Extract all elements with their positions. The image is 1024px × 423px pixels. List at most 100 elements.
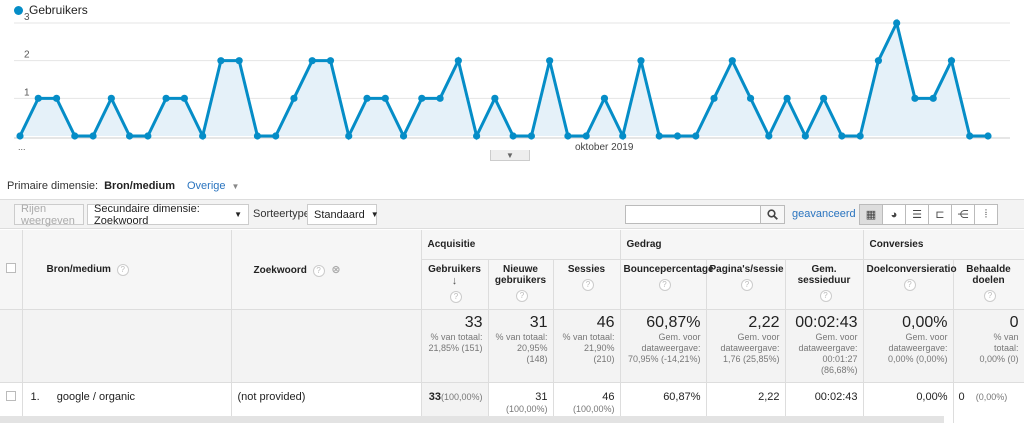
secondary-dimension-select[interactable]: Secundaire dimensie: Zoekwoord ▼: [87, 203, 249, 227]
horizontal-scrollbar[interactable]: [0, 416, 944, 423]
header-source-medium[interactable]: Bron/medium ?: [22, 230, 232, 310]
total-goals: 0 % van totaal: 0,00% (0): [953, 309, 1024, 383]
help-icon[interactable]: ?: [516, 290, 528, 302]
data-point[interactable]: [125, 132, 134, 140]
data-point[interactable]: [71, 132, 79, 140]
view-switcher: ▦ ◕ ☰ ⊏ ⋲ ⦙: [859, 204, 998, 225]
row-checkbox[interactable]: [5, 391, 16, 401]
help-icon[interactable]: ?: [582, 279, 594, 291]
data-point[interactable]: [454, 57, 462, 65]
data-point[interactable]: [326, 57, 335, 65]
header-bounce[interactable]: Bouncepercentage ?: [620, 259, 714, 310]
header-pages[interactable]: Pagina's/sessie ?: [706, 259, 786, 310]
data-point[interactable]: [600, 94, 609, 102]
help-icon[interactable]: ?: [312, 264, 325, 277]
performance-view-icon[interactable]: ☰: [905, 204, 929, 225]
remove-dimension-icon[interactable]: ⊗: [331, 263, 341, 276]
header-users[interactable]: Gebruikers ↓ ?: [421, 259, 489, 310]
data-point[interactable]: [473, 132, 481, 140]
data-point[interactable]: [856, 132, 864, 140]
data-point[interactable]: [107, 94, 115, 102]
data-point[interactable]: [52, 94, 61, 102]
data-point[interactable]: [418, 94, 426, 102]
data-point[interactable]: [345, 132, 353, 140]
data-point[interactable]: [272, 132, 280, 140]
header-goals[interactable]: Behaalde doelen ?: [953, 259, 1024, 310]
data-point[interactable]: [144, 132, 152, 140]
data-point[interactable]: [399, 132, 408, 140]
advanced-filter-link[interactable]: geavanceerd: [792, 208, 856, 220]
data-point[interactable]: [966, 132, 974, 140]
comparison-view-icon[interactable]: ⊏: [928, 204, 952, 225]
help-icon[interactable]: ?: [903, 279, 916, 291]
data-point[interactable]: [783, 94, 791, 102]
data-point[interactable]: [491, 94, 499, 102]
data-point[interactable]: [692, 132, 700, 140]
data-point[interactable]: [765, 132, 773, 140]
primary-dimension-other-link[interactable]: Overige: [187, 180, 226, 192]
data-point[interactable]: [235, 57, 243, 65]
data-point[interactable]: [199, 132, 207, 140]
header-duration[interactable]: Gem. sessieduur ?: [785, 259, 864, 310]
data-point[interactable]: [582, 132, 590, 140]
data-point[interactable]: [527, 132, 535, 140]
search-button[interactable]: [761, 205, 785, 224]
data-point[interactable]: [509, 132, 517, 140]
data-point[interactable]: [838, 132, 846, 140]
help-icon[interactable]: ?: [984, 290, 997, 302]
pie-view-icon[interactable]: ◕: [882, 204, 906, 225]
data-point[interactable]: [728, 57, 736, 65]
data-point[interactable]: [34, 94, 42, 102]
data-point[interactable]: [564, 132, 572, 140]
group-conversions: Conversies: [863, 230, 1024, 260]
header-conv-rate[interactable]: Doelconversieratio ?: [863, 259, 957, 310]
data-point[interactable]: [984, 132, 992, 140]
data-point[interactable]: [253, 132, 262, 140]
data-point[interactable]: [710, 94, 718, 102]
data-point[interactable]: [801, 132, 809, 140]
data-point[interactable]: [436, 94, 444, 102]
pivot-view-icon[interactable]: ⦙: [974, 204, 998, 225]
data-point[interactable]: [637, 57, 645, 65]
data-point[interactable]: [820, 94, 828, 102]
data-point[interactable]: [217, 57, 225, 65]
help-icon[interactable]: ?: [658, 279, 671, 291]
data-point[interactable]: [673, 132, 682, 140]
data-point[interactable]: [911, 94, 919, 102]
header-goals-label: Behaalde doelen: [966, 264, 1011, 286]
header-new-users[interactable]: Nieuwe gebruikers ?: [488, 259, 554, 310]
data-point[interactable]: [947, 57, 956, 65]
table-search-input[interactable]: [625, 205, 761, 224]
help-icon[interactable]: ?: [741, 279, 753, 291]
header-sessions[interactable]: Sessies ?: [553, 259, 621, 310]
help-icon[interactable]: ?: [450, 291, 462, 303]
data-point[interactable]: [180, 94, 188, 102]
data-point[interactable]: [874, 57, 883, 65]
select-all-checkbox[interactable]: [6, 263, 16, 273]
data-point[interactable]: [546, 57, 554, 65]
row-sessions-value: 46: [602, 391, 615, 403]
row-source-link[interactable]: google / organic: [56, 391, 136, 403]
sort-type-select[interactable]: Standaard ▼: [307, 204, 379, 225]
chart-collapse-button[interactable]: ▼: [490, 150, 530, 161]
help-icon[interactable]: ?: [819, 290, 832, 302]
row-keyword-link[interactable]: (not provided): [237, 391, 306, 403]
header-keyword[interactable]: Zoekwoord ? ⊗: [231, 230, 422, 310]
data-point[interactable]: [619, 132, 627, 140]
term-cloud-view-icon[interactable]: ⋲: [951, 204, 975, 225]
plot-rows-button[interactable]: Rijen weergeven: [14, 203, 84, 227]
data-point[interactable]: [746, 94, 755, 102]
total-sub: Gem. voor: [815, 332, 858, 342]
data-point[interactable]: [308, 57, 316, 65]
data-point[interactable]: [16, 132, 24, 140]
data-point[interactable]: [893, 19, 901, 27]
data-point[interactable]: [162, 94, 170, 102]
data-point[interactable]: [381, 94, 389, 102]
data-point[interactable]: [89, 132, 97, 140]
table-view-icon[interactable]: ▦: [859, 204, 883, 225]
help-icon[interactable]: ?: [116, 263, 129, 276]
data-point[interactable]: [290, 94, 298, 102]
data-point[interactable]: [363, 94, 371, 102]
data-point[interactable]: [655, 132, 663, 140]
data-point[interactable]: [929, 94, 937, 102]
